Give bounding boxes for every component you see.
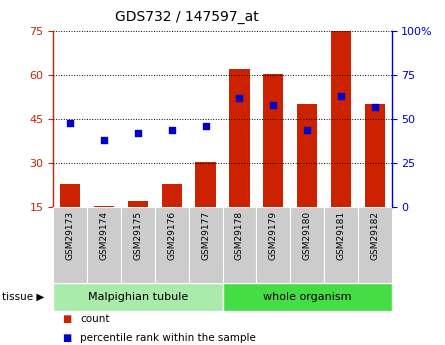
Text: percentile rank within the sample: percentile rank within the sample bbox=[80, 333, 256, 343]
Text: GSM29176: GSM29176 bbox=[167, 211, 176, 260]
Text: GSM29182: GSM29182 bbox=[370, 211, 379, 260]
Text: GSM29175: GSM29175 bbox=[134, 211, 142, 260]
Point bbox=[168, 127, 175, 132]
Text: ■: ■ bbox=[62, 314, 72, 324]
Bar bbox=[256, 207, 290, 283]
Text: GSM29178: GSM29178 bbox=[235, 211, 244, 260]
Text: count: count bbox=[80, 314, 109, 324]
Text: GSM29174: GSM29174 bbox=[100, 211, 109, 260]
Bar bbox=[155, 207, 189, 283]
Point bbox=[270, 102, 277, 108]
Text: GSM29179: GSM29179 bbox=[269, 211, 278, 260]
Point bbox=[371, 104, 378, 109]
Bar bbox=[195, 161, 216, 207]
Bar bbox=[87, 207, 121, 283]
Text: ■: ■ bbox=[62, 333, 72, 343]
Bar bbox=[128, 201, 148, 207]
Point bbox=[202, 123, 209, 129]
Point bbox=[134, 130, 142, 136]
Text: GSM29173: GSM29173 bbox=[66, 211, 75, 260]
Bar bbox=[263, 73, 283, 207]
Bar bbox=[324, 207, 358, 283]
Point bbox=[236, 95, 243, 101]
Bar bbox=[60, 184, 81, 207]
Bar bbox=[358, 207, 392, 283]
Bar bbox=[53, 207, 87, 283]
Text: GSM29177: GSM29177 bbox=[201, 211, 210, 260]
Point bbox=[303, 127, 311, 132]
Bar bbox=[297, 104, 317, 207]
Point bbox=[67, 120, 74, 125]
Text: tissue ▶: tissue ▶ bbox=[2, 292, 44, 302]
Point bbox=[101, 137, 108, 143]
Bar bbox=[229, 69, 250, 207]
Text: GSM29180: GSM29180 bbox=[303, 211, 312, 260]
Bar bbox=[331, 31, 351, 207]
Text: Malpighian tubule: Malpighian tubule bbox=[88, 292, 188, 302]
Bar bbox=[162, 184, 182, 207]
Point bbox=[337, 93, 344, 99]
Bar bbox=[121, 207, 155, 283]
Bar bbox=[222, 283, 392, 310]
Bar bbox=[53, 283, 222, 310]
Bar bbox=[364, 104, 385, 207]
Bar bbox=[290, 207, 324, 283]
Bar bbox=[94, 206, 114, 207]
Text: whole organism: whole organism bbox=[263, 292, 351, 302]
Text: GDS732 / 147597_at: GDS732 / 147597_at bbox=[115, 10, 259, 24]
Bar bbox=[189, 207, 222, 283]
Bar bbox=[222, 207, 256, 283]
Text: GSM29181: GSM29181 bbox=[336, 211, 345, 260]
